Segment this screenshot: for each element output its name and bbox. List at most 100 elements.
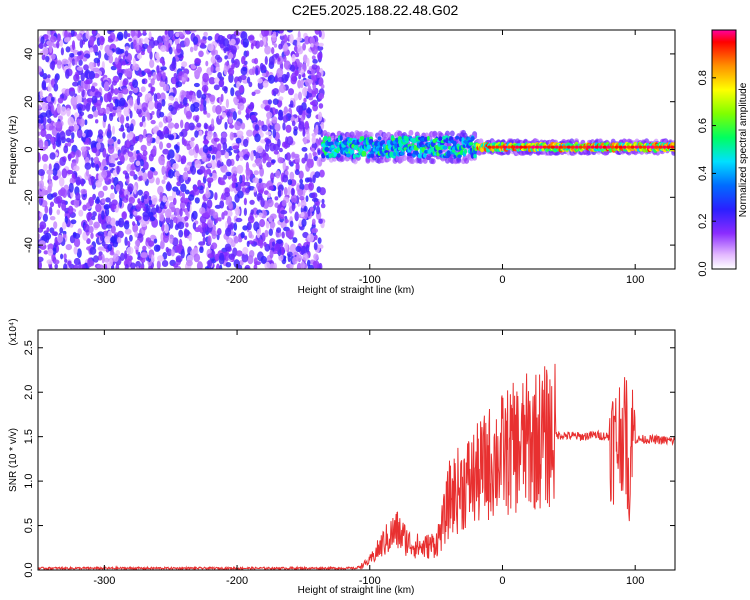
spectrogram-cell [53, 162, 60, 171]
spectrogram-cell [76, 66, 83, 71]
spectrogram-cell [127, 240, 131, 247]
spectrogram-cell [309, 36, 315, 46]
spectrogram-cell [211, 242, 218, 250]
spectrogram-cell [182, 192, 185, 202]
spectrogram-cell [618, 145, 623, 149]
spectrogram-cell [46, 169, 54, 175]
spectrogram-cell [234, 121, 242, 131]
spectrogram-cell [291, 120, 296, 127]
spectrogram-cell [240, 122, 246, 130]
spectrogram-cell [291, 187, 295, 196]
spectrogram-cell [314, 234, 318, 241]
spectrogram-cell [237, 190, 244, 199]
spectrogram-cell [76, 33, 81, 40]
spectrogram-cell [80, 178, 85, 187]
spectrogram-cell [273, 150, 279, 155]
x-tick-label: -200 [226, 575, 248, 587]
spectrogram-cell [531, 145, 535, 149]
spectrogram-cell [201, 221, 207, 228]
spectrogram-cell [44, 205, 49, 214]
spectrogram-cell [199, 215, 207, 224]
spectrogram-cell [308, 79, 313, 84]
spectrogram-cell [267, 192, 272, 198]
spectrogram-cell [166, 160, 171, 168]
spectrogram-cell [167, 115, 172, 123]
spectrogram-cell [185, 110, 192, 120]
spectrogram-cell [169, 63, 176, 72]
spectrogram-cell [269, 221, 276, 229]
spectrogram-cell [166, 181, 171, 191]
spectrogram-cell [268, 263, 276, 269]
spectrogram-cell [92, 30, 97, 35]
spectrogram-cell [281, 73, 288, 84]
y-tick-label: 40 [23, 48, 35, 60]
spectrogram-cell [313, 155, 318, 161]
spectrogram-cell [202, 236, 206, 244]
spectrogram-cell [158, 155, 165, 166]
spectrogram-cell [143, 128, 147, 139]
spectrogram-cell [233, 58, 240, 68]
spectrogram-cell [142, 214, 150, 222]
spectrogram-cell [98, 35, 105, 46]
spectrogram-cell [38, 104, 42, 110]
spectrogram-cell [298, 170, 304, 180]
spectrogram-cell [102, 158, 107, 167]
spectrogram-cell [150, 234, 157, 240]
spectrogram-cell [217, 228, 222, 236]
spectrogram-cell [167, 122, 175, 129]
spectrogram-cell [216, 150, 222, 159]
spectrogram-cell [202, 212, 209, 218]
spectrogram-cell [144, 37, 150, 44]
spectrogram-cell [85, 30, 90, 39]
spectrogram-cell [220, 93, 224, 103]
spectrogram-cell [59, 156, 66, 166]
spectrogram-cell [64, 30, 68, 39]
spectrogram-cell [270, 213, 277, 220]
spectrogram-cell [101, 210, 105, 220]
spectrogram-cell [87, 257, 93, 268]
snr-y-axis-label: SNR (10 * v/v) [8, 428, 19, 492]
spectrogram-cell [319, 169, 325, 178]
spectrogram-cell [666, 145, 671, 149]
spectrogram-cell [90, 157, 94, 162]
spectrogram-cell [99, 108, 104, 114]
spectrogram-cell [110, 217, 116, 227]
spectrogram-cell [162, 195, 167, 203]
spectrogram-cell [511, 145, 516, 149]
spectrogram-cell [38, 249, 42, 254]
spectrogram-cell [80, 188, 87, 195]
spectrogram-cell [259, 132, 264, 138]
spectrogram-cell [146, 113, 151, 121]
spectrogram-cell [98, 251, 103, 256]
spectrogram-cell [158, 121, 163, 128]
spectrogram-cell [192, 36, 199, 45]
spectrogram-cell [77, 106, 82, 114]
spectrogram-cell [46, 193, 54, 201]
spectrogram-cell [38, 227, 44, 233]
spectrogram-cell [57, 136, 61, 145]
spectrogram-cell [123, 30, 128, 40]
spectrogram-cell [194, 143, 199, 154]
spectrogram-cell [194, 130, 199, 138]
spectrogram-cell [77, 228, 82, 236]
spectrogram-cell [650, 145, 655, 149]
spectrogram-cell [92, 67, 100, 73]
spectrogram-cell [93, 44, 99, 54]
spectrogram-cell [212, 224, 216, 232]
spectrogram-cell [318, 111, 323, 122]
spectrogram-cell [90, 160, 94, 167]
spectrogram-cell [256, 120, 263, 126]
spectrogram-cell [41, 54, 46, 61]
spectrogram-cell [523, 145, 527, 149]
spectrogram-cell [224, 55, 228, 60]
spectrogram-cell [164, 223, 169, 234]
spectrogram-cell [283, 55, 287, 63]
spectrogram-cell [224, 121, 228, 130]
spectrogram-cell [65, 129, 72, 137]
spectrogram-cell [210, 65, 214, 73]
spectrogram-cell [255, 67, 259, 76]
spectrogram-cell [73, 264, 79, 269]
spectrogram-cell [227, 216, 232, 225]
spectrogram-cell [199, 207, 206, 215]
spectrogram-cell [278, 96, 284, 101]
